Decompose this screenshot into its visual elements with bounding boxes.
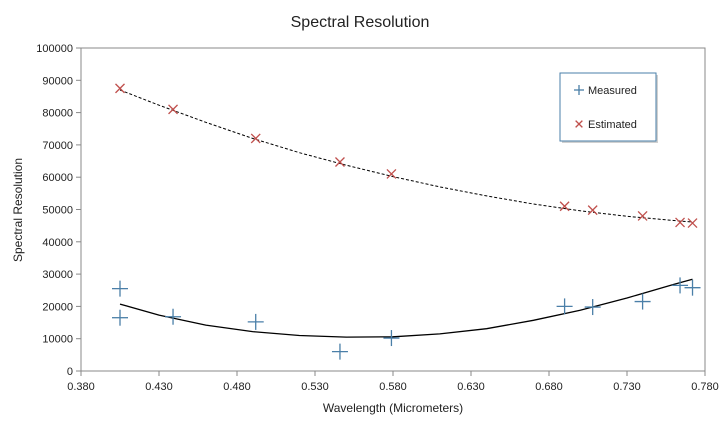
y-tick-label: 70000 [42,140,73,152]
estimated-point-d2 [587,205,598,216]
measured-point [247,313,264,330]
plot-area: 0 10000 20000 30000 40000 50000 60000 70000 8000… [36,43,718,393]
y-tick-label: 40000 [42,237,73,249]
x-tick-label: 0.380 [67,381,95,393]
estimated-point-d2 [637,211,648,221]
measured-point [112,309,128,326]
legend-estimated-label: Estimated [588,119,637,131]
measured-point [112,280,128,297]
legend-measured-marker [574,85,584,95]
measured-point [634,293,651,310]
estimated-point-d2 [386,169,397,179]
y-tick-label: 50000 [42,205,73,217]
estimated-point [637,211,648,221]
legend-measured-label: Measured [588,85,637,97]
measured-point [165,308,182,325]
x-tick-label: 0.630 [457,381,485,393]
y-tick-label: 0 [67,366,73,378]
measured-point [672,277,689,294]
y-tick-label: 90000 [42,75,73,87]
estimated-point [687,218,698,229]
x-tick-label: 0.730 [613,381,641,393]
estimated-trendline [119,89,693,223]
measured-point [684,279,701,296]
measured-point [556,298,573,315]
estimated-point [675,217,685,228]
x-tick-label: 0.780 [691,381,719,393]
x-tick-label: 0.430 [145,381,173,393]
legend: Measured Estimated [559,72,658,143]
estimated-point [587,205,598,216]
estimated-point [335,157,345,167]
x-axis-label: Wavelength (Micrometers) [323,401,463,415]
estimated-point [250,133,261,144]
x-tick-label: 0.480 [223,381,251,393]
estimated-point [115,83,125,94]
x-tick-label: 0.530 [301,381,329,393]
y-tick-label: 80000 [42,108,73,120]
estimated-point-d2 [559,201,570,212]
measured-point [584,299,601,316]
estimated-point-d2 [168,104,178,115]
estimated-point-d2 [687,218,698,229]
estimated-point [386,169,397,179]
y-tick-label: 60000 [42,172,73,184]
legend-estimated-marker-d2 [575,120,583,128]
estimated-point-d2 [250,133,261,144]
y-axis-label: Spectral Resolution [11,158,25,262]
legend-box [559,72,657,142]
chart-title: Spectral Resolution [291,14,430,31]
estimated-point-d2 [335,157,345,167]
estimated-point-d2 [115,83,125,94]
y-tick-label: 20000 [42,301,73,313]
x-tick-label: 0.680 [535,381,563,393]
measured-trendline [119,278,693,338]
measured-point [331,343,348,360]
x-tick-label: 0.580 [379,381,407,393]
y-tick-label: 30000 [42,269,73,281]
estimated-point [559,201,570,212]
legend-estimated-marker [575,120,583,128]
measured-point [383,330,400,347]
estimated-point-d2 [675,217,685,228]
estimated-point [168,104,178,115]
y-tick-label: 100000 [36,43,73,55]
y-tick-label: 10000 [42,334,73,346]
